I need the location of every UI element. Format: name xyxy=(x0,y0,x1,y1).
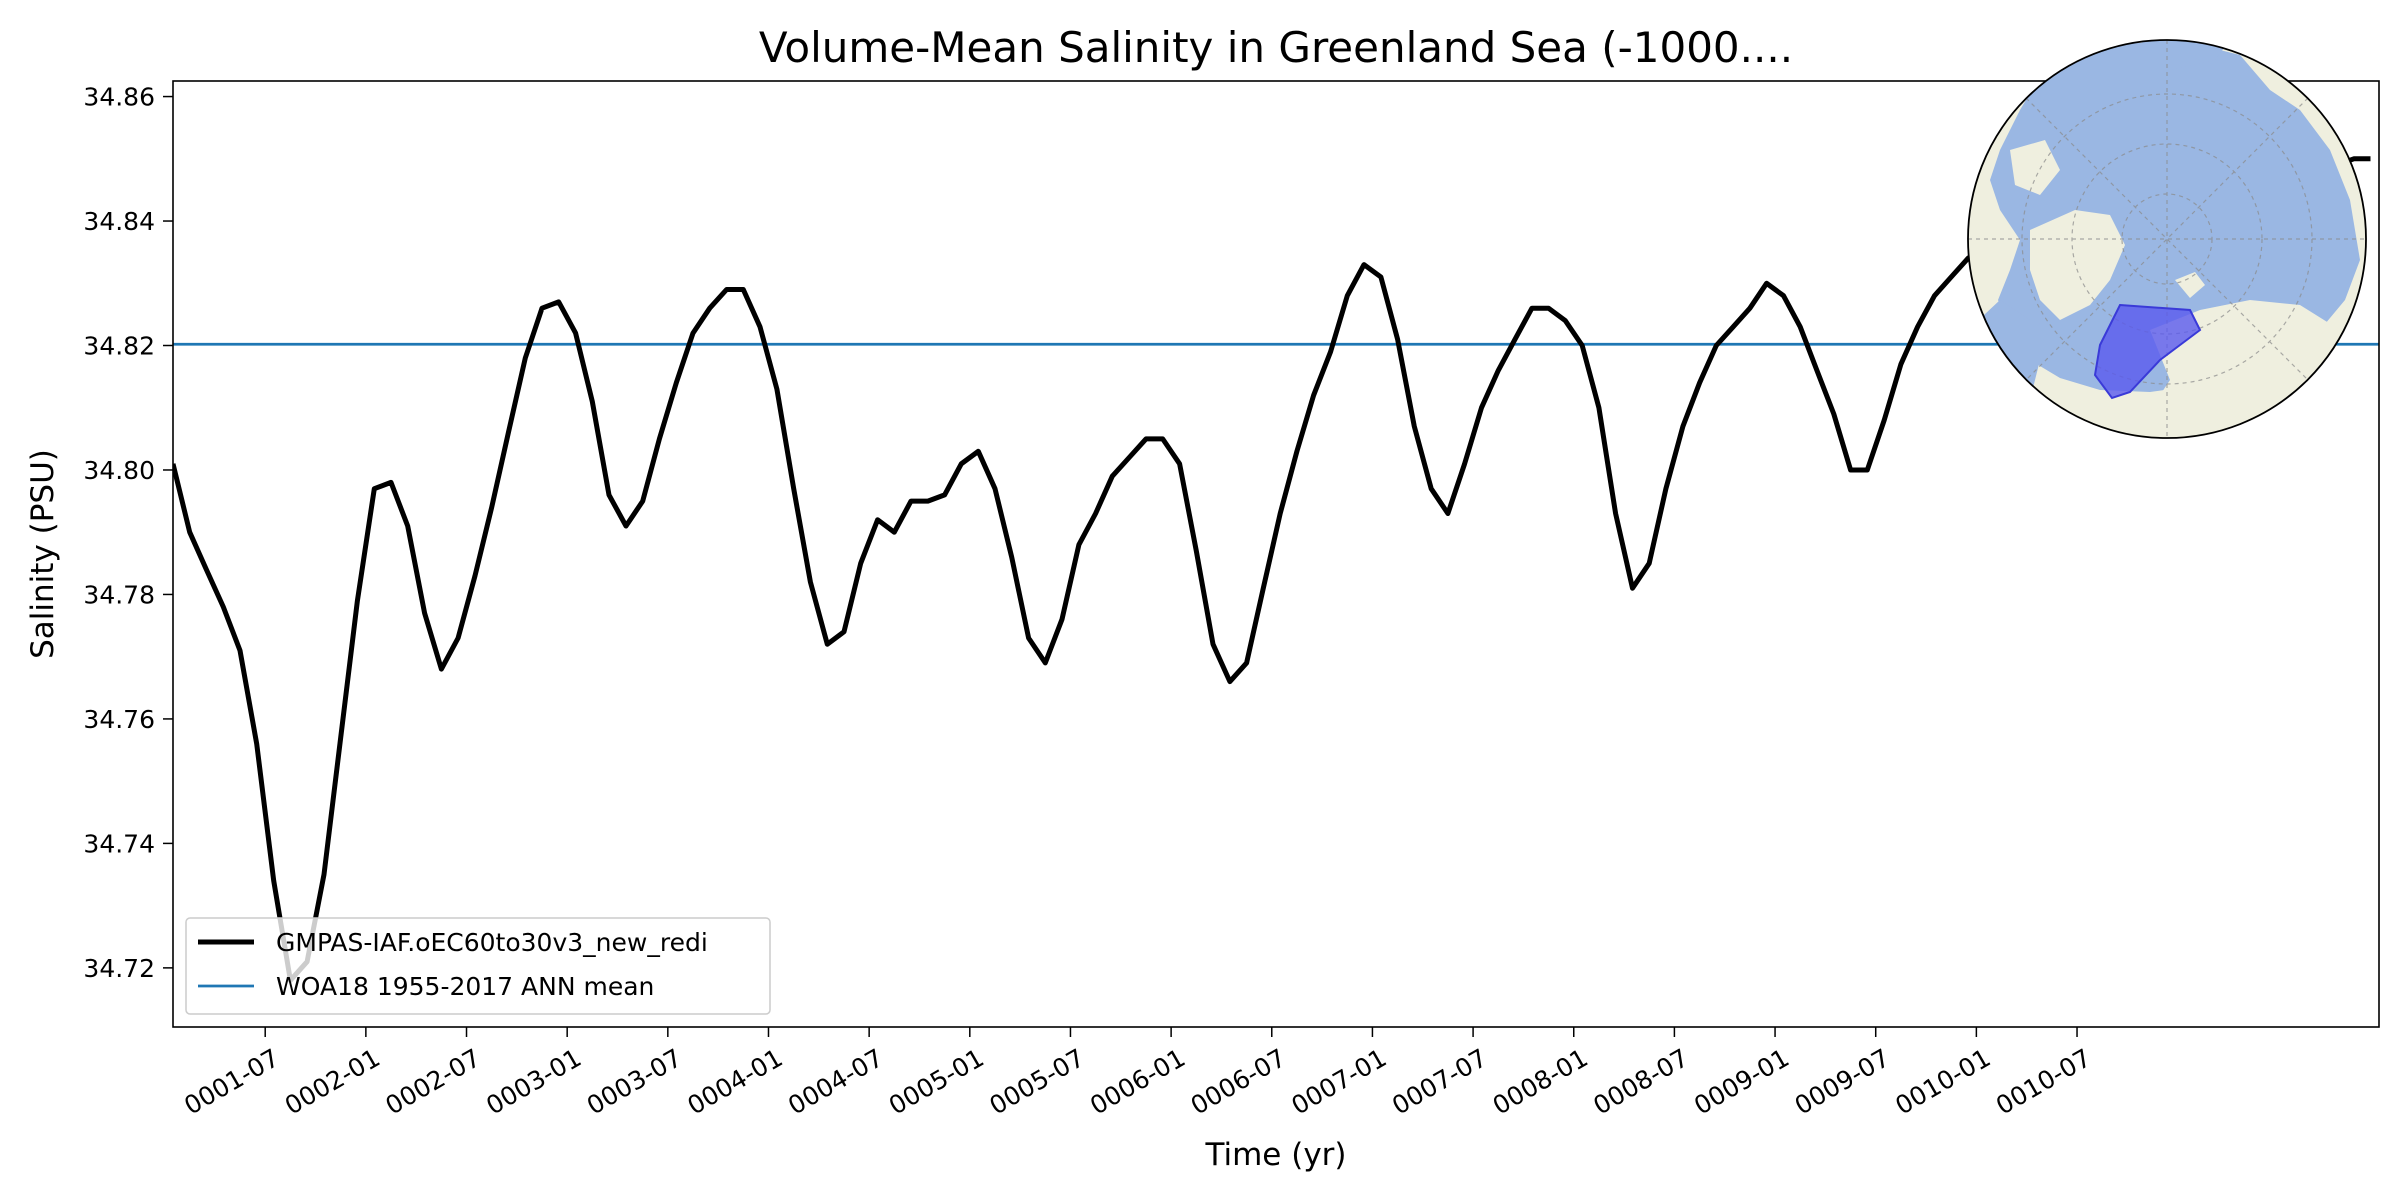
svalbard-shape xyxy=(2175,272,2205,298)
x-tick-label: 0006-07 xyxy=(1186,1043,1291,1120)
x-tick-label: 0001-07 xyxy=(179,1043,284,1120)
x-tick-label: 0005-07 xyxy=(984,1043,1089,1120)
x-tick-label: 0010-01 xyxy=(1890,1043,1995,1120)
inset-region-map xyxy=(1967,39,2367,439)
y-tick-label: 34.72 xyxy=(83,954,155,983)
y-tick-label: 34.84 xyxy=(83,207,155,236)
y-tick-label: 34.86 xyxy=(83,83,155,112)
y-tick-label: 34.82 xyxy=(83,332,155,361)
greenland-sea-region xyxy=(2093,303,2202,400)
x-tick-label: 0007-01 xyxy=(1286,1043,1391,1120)
legend-label-woa: WOA18 1955-2017 ANN mean xyxy=(276,972,654,1001)
chart-title: Volume-Mean Salinity in Greenland Sea (-… xyxy=(759,23,1793,72)
x-axis-label: Time (yr) xyxy=(1205,1137,1347,1173)
y-tick-label: 34.74 xyxy=(83,829,155,858)
x-tick-label: 0009-07 xyxy=(1790,1043,1895,1120)
y-axis: 34.72 34.74 34.76 34.78 34.80 34.82 34.84 34.86 xyxy=(83,83,173,983)
inset-map-border xyxy=(1967,39,2367,439)
x-tick-label: 0002-01 xyxy=(280,1043,385,1120)
canadian-archipelago-shape xyxy=(2010,140,2060,195)
legend: GMPAS-IAF.oEC60to30v3_new_redi WOA18 195… xyxy=(185,917,771,1015)
x-tick-label: 0002-07 xyxy=(381,1043,486,1120)
x-tick-label: 0009-01 xyxy=(1689,1043,1794,1120)
x-tick-label: 0004-01 xyxy=(683,1043,788,1120)
legend-box xyxy=(185,917,771,1015)
x-tick-label: 0010-07 xyxy=(1991,1043,2096,1120)
x-tick-label: 0003-01 xyxy=(481,1043,586,1120)
x-axis: 0001-070002-010002-070003-010003-070004-… xyxy=(179,1027,2096,1120)
greenland-shape xyxy=(2030,210,2125,320)
x-tick-label: 0008-07 xyxy=(1588,1043,1693,1120)
x-tick-label: 0005-01 xyxy=(884,1043,989,1120)
x-tick-label: 0008-01 xyxy=(1488,1043,1593,1120)
y-tick-label: 34.80 xyxy=(83,456,155,485)
x-tick-label: 0004-07 xyxy=(783,1043,888,1120)
y-axis-label: Salinity (PSU) xyxy=(25,449,61,659)
x-tick-label: 0006-01 xyxy=(1085,1043,1190,1120)
y-tick-label: 34.76 xyxy=(83,705,155,734)
x-tick-label: 0003-07 xyxy=(582,1043,687,1120)
plot-area-frame xyxy=(172,80,2380,1028)
legend-label-model: GMPAS-IAF.oEC60to30v3_new_redi xyxy=(276,928,708,957)
y-tick-label: 34.78 xyxy=(83,580,155,609)
x-tick-label: 0007-07 xyxy=(1387,1043,1492,1120)
